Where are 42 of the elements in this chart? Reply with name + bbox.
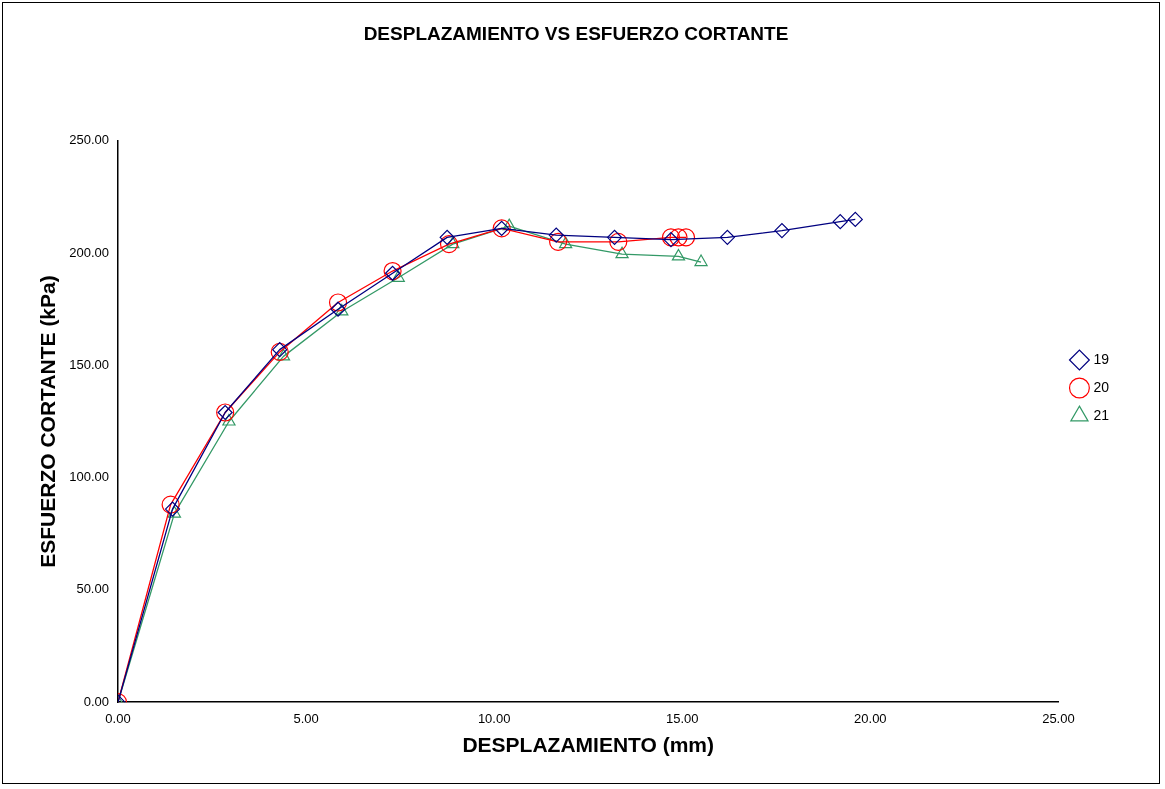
point	[832, 214, 848, 230]
point	[774, 223, 790, 239]
y-tick-label: 150.00	[69, 356, 109, 372]
y-tick-label: 0.00	[83, 693, 109, 709]
y-tick-label: 50.00	[76, 581, 109, 597]
point	[383, 261, 402, 281]
legend-label: 19	[1093, 350, 1110, 367]
point	[694, 254, 708, 267]
legend-label: 21	[1093, 406, 1110, 423]
point	[330, 301, 346, 317]
x-tick-label: 0.00	[105, 710, 131, 726]
y-axis-title: ESFUERZO CORTANTE (kPa)	[36, 275, 60, 568]
x-tick-label: 10.00	[477, 710, 511, 726]
chart-title: DESPLAZAMIENTO VS ESFUERZO CORTANTE	[363, 22, 789, 44]
point	[663, 232, 679, 248]
point	[847, 211, 863, 227]
point	[615, 246, 629, 259]
point	[609, 232, 628, 251]
y-tick-label: 200.00	[69, 244, 109, 260]
point	[276, 348, 291, 361]
point	[606, 229, 623, 245]
x-tick-label: 5.00	[293, 710, 319, 726]
x-axis-title: DESPLAZAMIENTO (mm)	[462, 733, 715, 757]
point	[719, 229, 735, 245]
y-tick-label: 100.00	[69, 469, 109, 485]
point	[669, 228, 688, 247]
point	[549, 232, 568, 251]
x-tick-label: 25.00	[1042, 710, 1075, 726]
point	[384, 265, 401, 281]
point	[328, 293, 348, 312]
x-tick-label: 20.00	[854, 710, 887, 726]
legend-label: 20	[1093, 378, 1110, 395]
point	[558, 236, 573, 249]
point	[676, 228, 696, 247]
point	[548, 227, 564, 243]
point	[671, 248, 686, 261]
point	[502, 218, 516, 231]
y-tick-label: 250.00	[69, 132, 109, 148]
point	[167, 505, 182, 518]
point	[439, 235, 459, 254]
x-tick-label: 15.00	[665, 710, 699, 726]
point	[439, 229, 455, 245]
